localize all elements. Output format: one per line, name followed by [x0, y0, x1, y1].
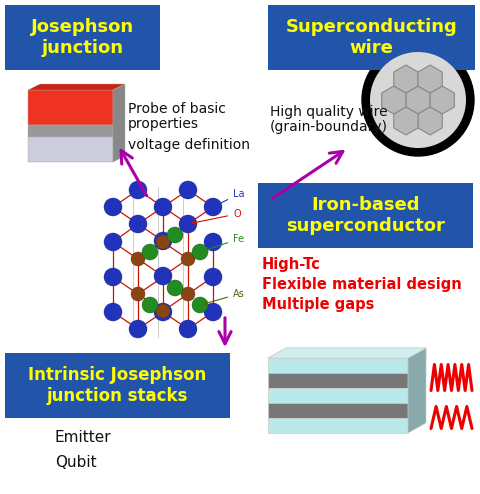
Circle shape [370, 52, 466, 148]
Text: Intrinsic Josephson
junction stacks: Intrinsic Josephson junction stacks [28, 366, 206, 405]
Circle shape [204, 233, 222, 251]
Text: Multiple gaps: Multiple gaps [262, 297, 374, 312]
Bar [258, 183, 473, 248]
Text: High-Tc: High-Tc [262, 257, 321, 272]
Text: High quality wire: High quality wire [270, 105, 388, 119]
Bar [268, 5, 475, 70]
Bar [5, 5, 160, 70]
Circle shape [154, 198, 172, 216]
Polygon shape [430, 86, 455, 114]
Bar [5, 353, 230, 418]
Circle shape [129, 181, 147, 199]
Circle shape [156, 235, 170, 249]
Circle shape [362, 44, 474, 156]
Circle shape [181, 287, 195, 301]
Circle shape [129, 215, 147, 233]
Polygon shape [394, 65, 418, 93]
Text: As: As [204, 289, 245, 305]
Polygon shape [408, 348, 426, 373]
Polygon shape [268, 358, 408, 373]
Circle shape [154, 303, 172, 321]
Circle shape [104, 268, 122, 286]
Circle shape [104, 303, 122, 321]
Circle shape [156, 304, 170, 318]
Polygon shape [113, 84, 125, 162]
Circle shape [104, 198, 122, 216]
Polygon shape [28, 125, 113, 137]
Polygon shape [406, 86, 430, 114]
Circle shape [104, 233, 122, 251]
Circle shape [204, 268, 222, 286]
Circle shape [167, 227, 183, 243]
Text: La: La [216, 189, 244, 205]
Text: Fe: Fe [204, 234, 244, 251]
Circle shape [167, 280, 183, 296]
Polygon shape [408, 348, 426, 433]
Circle shape [142, 244, 158, 260]
Circle shape [154, 232, 172, 250]
Text: voltage definition: voltage definition [128, 138, 250, 152]
Text: Iron-based
superconductor: Iron-based superconductor [286, 196, 445, 235]
Circle shape [179, 181, 197, 199]
Text: properties: properties [128, 117, 199, 131]
Circle shape [179, 320, 197, 338]
Text: Emitter: Emitter [55, 430, 112, 445]
Circle shape [179, 215, 197, 233]
Circle shape [181, 252, 195, 266]
Text: O: O [192, 209, 240, 224]
Polygon shape [418, 107, 442, 135]
Polygon shape [268, 403, 408, 418]
Polygon shape [394, 107, 418, 135]
Circle shape [154, 267, 172, 285]
Polygon shape [268, 348, 426, 358]
Text: Josephson
junction: Josephson junction [31, 18, 134, 57]
Circle shape [131, 287, 145, 301]
Text: Superconducting
wire: Superconducting wire [286, 18, 457, 57]
Polygon shape [268, 373, 408, 388]
Circle shape [129, 320, 147, 338]
Polygon shape [28, 137, 113, 162]
Polygon shape [268, 418, 408, 433]
Polygon shape [382, 86, 406, 114]
Text: Qubit: Qubit [55, 455, 96, 470]
Polygon shape [28, 84, 125, 90]
Circle shape [204, 198, 222, 216]
Text: Probe of basic: Probe of basic [128, 102, 226, 116]
Circle shape [142, 297, 158, 313]
Circle shape [131, 252, 145, 266]
Polygon shape [418, 65, 442, 93]
Text: (grain-boundary): (grain-boundary) [270, 120, 388, 134]
Polygon shape [268, 388, 408, 403]
Circle shape [192, 297, 208, 313]
Text: Flexible material design: Flexible material design [262, 277, 462, 292]
Circle shape [192, 244, 208, 260]
Polygon shape [268, 348, 426, 358]
Polygon shape [28, 90, 113, 125]
Circle shape [204, 303, 222, 321]
